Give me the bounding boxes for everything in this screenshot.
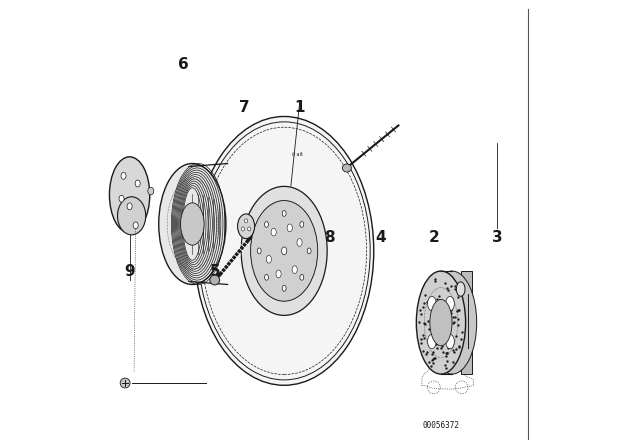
Ellipse shape: [120, 378, 130, 388]
Ellipse shape: [266, 255, 271, 263]
Ellipse shape: [251, 201, 317, 301]
Ellipse shape: [445, 334, 454, 349]
FancyBboxPatch shape: [461, 271, 472, 374]
Ellipse shape: [133, 222, 138, 229]
Ellipse shape: [264, 221, 268, 227]
Ellipse shape: [417, 271, 466, 374]
Text: 8: 8: [324, 230, 334, 245]
Ellipse shape: [248, 227, 251, 231]
Ellipse shape: [428, 271, 477, 374]
Ellipse shape: [159, 164, 226, 284]
Text: 6: 6: [178, 57, 189, 73]
Text: 1: 1: [294, 100, 305, 115]
Ellipse shape: [210, 275, 220, 285]
Ellipse shape: [430, 299, 452, 346]
Ellipse shape: [118, 197, 146, 235]
Ellipse shape: [148, 187, 154, 195]
Ellipse shape: [271, 228, 276, 236]
Ellipse shape: [135, 180, 140, 187]
Text: ö ait: ö ait: [292, 151, 303, 157]
Ellipse shape: [428, 297, 436, 311]
Ellipse shape: [287, 224, 292, 232]
Ellipse shape: [241, 227, 244, 231]
Text: 5: 5: [209, 263, 220, 279]
Ellipse shape: [257, 248, 261, 254]
Text: 00056372: 00056372: [422, 421, 460, 430]
Ellipse shape: [244, 219, 248, 223]
Ellipse shape: [445, 297, 454, 311]
Ellipse shape: [282, 285, 286, 291]
Ellipse shape: [282, 247, 287, 255]
Ellipse shape: [292, 266, 297, 274]
Ellipse shape: [342, 164, 351, 172]
Text: 2: 2: [429, 230, 440, 245]
Ellipse shape: [241, 186, 327, 315]
Ellipse shape: [428, 334, 436, 349]
Ellipse shape: [307, 248, 311, 254]
Ellipse shape: [237, 214, 255, 238]
Ellipse shape: [195, 116, 374, 385]
Ellipse shape: [264, 275, 268, 280]
Ellipse shape: [300, 221, 304, 227]
Ellipse shape: [109, 157, 150, 233]
Text: 9: 9: [124, 263, 135, 279]
Ellipse shape: [456, 282, 465, 296]
Ellipse shape: [282, 211, 286, 216]
Ellipse shape: [121, 172, 126, 179]
Ellipse shape: [119, 195, 124, 202]
Text: 4: 4: [375, 230, 386, 245]
Ellipse shape: [276, 270, 281, 278]
Text: 7: 7: [239, 100, 249, 115]
Ellipse shape: [180, 203, 204, 245]
Text: 3: 3: [492, 230, 502, 245]
Ellipse shape: [127, 203, 132, 210]
Ellipse shape: [297, 239, 302, 246]
Ellipse shape: [300, 275, 304, 280]
